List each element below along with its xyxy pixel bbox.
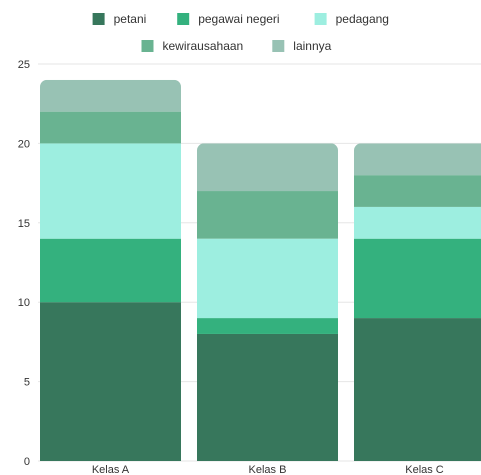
- legend-swatch: [272, 40, 285, 52]
- y-tick-label: 15: [18, 218, 30, 230]
- y-tick-label: 0: [24, 456, 30, 468]
- legend-label: pedagang: [336, 12, 389, 26]
- y-tick-label: 10: [18, 297, 30, 309]
- y-axis-ticks: 0 5 10 15 20 25: [18, 59, 30, 468]
- bar-segment-kewirausahaan: [354, 175, 481, 207]
- legend-label: kewirausahaan: [163, 39, 244, 53]
- bar-segment-pedagang: [40, 143, 181, 239]
- bar-segment-petani: [197, 333, 338, 461]
- legend-label: pegawai negeri: [198, 12, 279, 26]
- x-category-label: Kelas B: [249, 464, 287, 475]
- bar-stack-kelas-c: [354, 143, 481, 461]
- legend: petani pegawai negeri pedagang kewirausahaa…: [92, 12, 389, 53]
- legend-item: lainnya: [272, 39, 332, 53]
- legend-item: pegawai negeri: [177, 12, 280, 26]
- y-tick-label: 20: [18, 138, 30, 150]
- bar-segment-pegawai-negeri: [40, 238, 181, 303]
- bar-segment-petani: [40, 302, 181, 461]
- bar-stack-kelas-b: [197, 143, 338, 461]
- x-category-label: Kelas C: [405, 464, 444, 475]
- x-category-label: Kelas A: [92, 464, 130, 475]
- bar-segment-pedagang: [197, 238, 338, 319]
- bar-stack-kelas-a: [40, 79, 181, 461]
- bar-segment-kewirausahaan: [40, 111, 181, 144]
- legend-item: pedagang: [314, 12, 389, 26]
- bar-segment-lainnya: [40, 79, 181, 112]
- legend-label: petani: [114, 12, 147, 26]
- bar-segment-pegawai-negeri: [354, 238, 481, 319]
- legend-swatch: [141, 40, 154, 52]
- legend-swatch: [314, 13, 327, 25]
- y-tick-label: 25: [18, 59, 30, 71]
- legend-item: kewirausahaan: [141, 39, 244, 53]
- bar-segment-pegawai-negeri: [197, 318, 338, 334]
- legend-swatch: [177, 13, 190, 25]
- bar-segment-lainnya: [354, 143, 481, 176]
- legend-label: lainnya: [293, 39, 331, 53]
- y-tick-label: 5: [24, 377, 30, 389]
- bar-segment-lainnya: [197, 143, 338, 192]
- x-axis-labels: Kelas A Kelas B Kelas C: [92, 464, 444, 475]
- bar-segment-kewirausahaan: [197, 191, 338, 239]
- legend-item: petani: [92, 12, 147, 26]
- bar-segment-petani: [354, 318, 481, 461]
- legend-swatch: [92, 13, 105, 25]
- bars: [40, 79, 481, 461]
- bar-segment-pedagang: [354, 206, 481, 239]
